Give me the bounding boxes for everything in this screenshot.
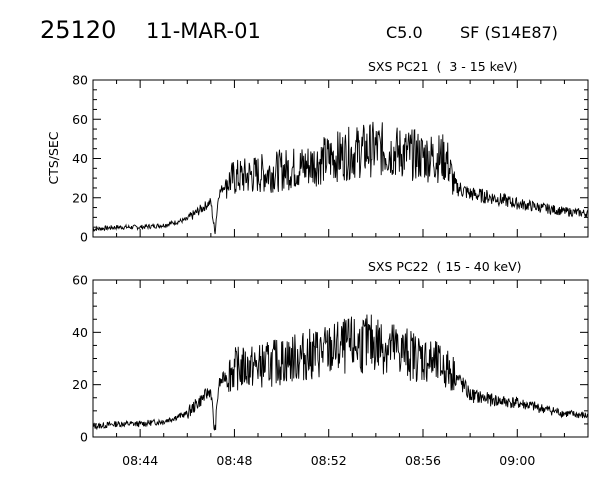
- y-tick-label: 0: [80, 230, 88, 245]
- panel-pc22: SXS PC22 ( 15 - 40 keV) 0 20 40 60 08:44 08:…: [72, 259, 589, 468]
- x-tick-label: 09:00: [499, 453, 535, 468]
- plot-frame-pc22: [92, 279, 589, 438]
- flare-location: SF (S14E87): [460, 23, 558, 42]
- channel-label-pc22: SXS PC22 ( 15 - 40 keV): [368, 259, 522, 274]
- y-tick-label: 80: [72, 73, 88, 88]
- panel-pc21: SXS PC21 ( 3 - 15 keV) 0 20 40 60 80 CTS/SEC: [46, 59, 589, 245]
- x-tick-label: 08:44: [122, 453, 158, 468]
- y-axis-label: CTS/SEC: [46, 131, 61, 184]
- y-tick-label: 20: [72, 377, 88, 392]
- x-tick-label: 08:48: [216, 453, 252, 468]
- x-tick-label: 08:52: [311, 453, 347, 468]
- y-tick-label: 40: [72, 151, 88, 166]
- y-tick-label: 20: [72, 190, 88, 205]
- channel-label-pc21: SXS PC21 ( 3 - 15 keV): [368, 59, 518, 74]
- event-date: 11-MAR-01: [146, 19, 261, 43]
- y-tick-label: 60: [72, 112, 88, 127]
- x-tick-label: 08:56: [405, 453, 441, 468]
- series-line-pc22: [92, 314, 589, 431]
- y-tick-label: 0: [80, 430, 88, 445]
- series-line-pc21: [92, 121, 589, 235]
- y-tick-label: 40: [72, 325, 88, 340]
- y-tick-label: 60: [72, 273, 88, 288]
- goes-class: C5.0: [386, 23, 423, 42]
- event-id: 25120: [40, 16, 116, 44]
